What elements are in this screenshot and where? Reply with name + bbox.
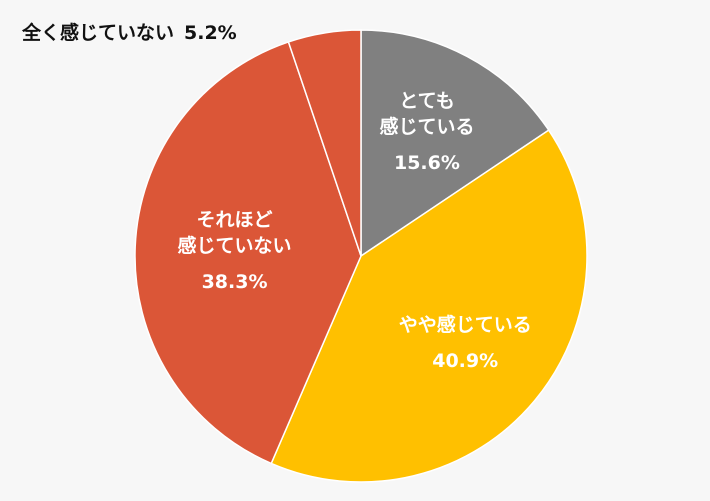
value-label: 40.9% (432, 349, 499, 372)
slice-label: とても 感じている 15.6% (379, 88, 474, 176)
value-label: 5.2% (184, 22, 237, 44)
slice-label: やや感じている 40.9% (399, 312, 532, 374)
value-label: 15.6% (393, 152, 460, 175)
category-label: それほど 感じていない (177, 208, 292, 257)
slice-label: それほど 感じていない 38.3% (178, 207, 292, 295)
pie-slice (360, 29, 550, 258)
category-label: とても 感じている (379, 90, 475, 139)
category-label: やや感じている (398, 313, 532, 336)
pie-slice (287, 29, 362, 257)
value-label: 38.3% (201, 270, 268, 293)
pie-slice (134, 41, 362, 465)
category-label: 全く感じていない (22, 22, 175, 44)
pie-slice (270, 129, 588, 483)
slice-label: 全く感じていない 5.2% (22, 18, 237, 45)
